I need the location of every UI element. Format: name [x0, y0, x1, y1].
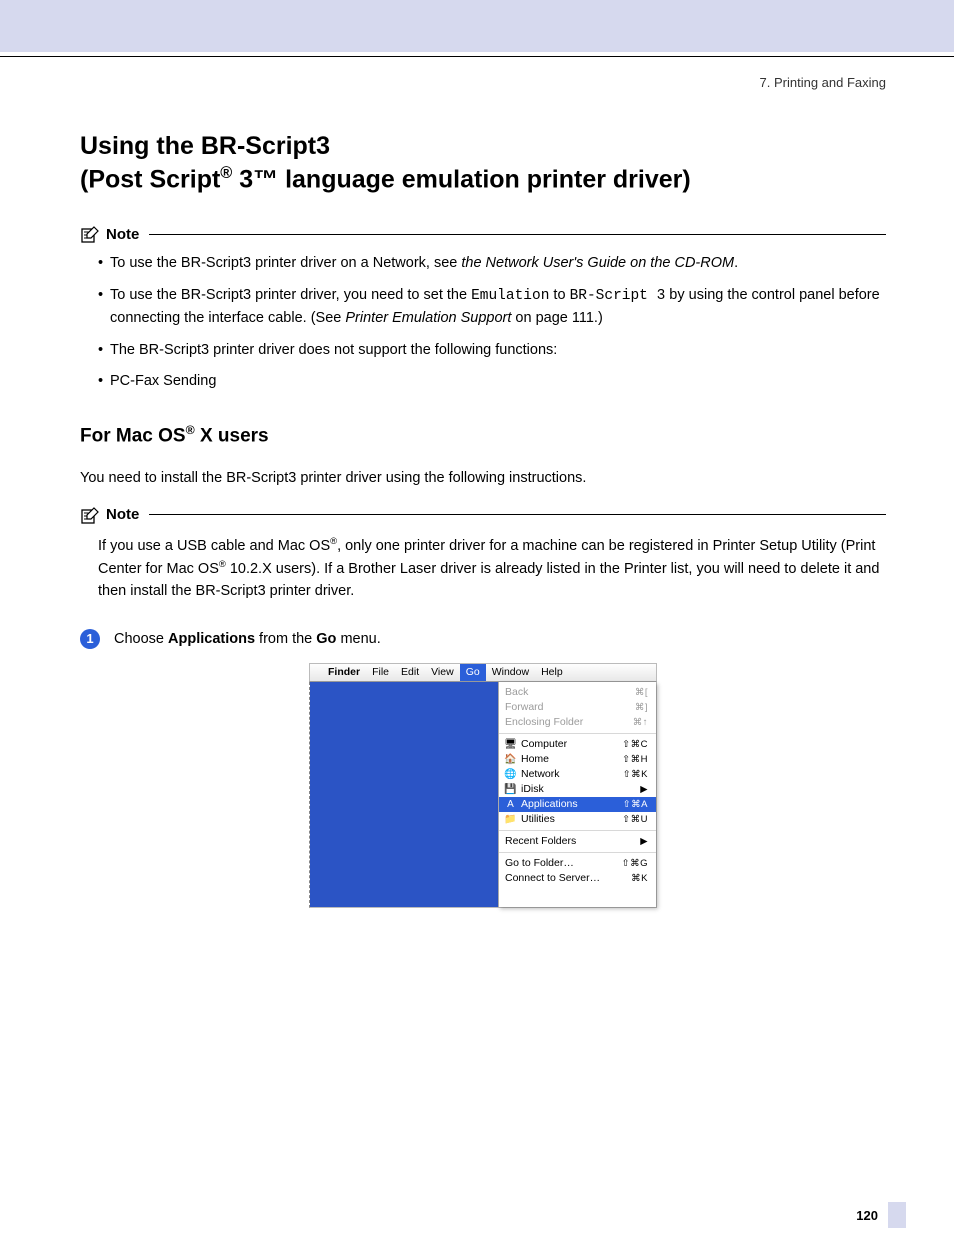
- bullet-4: PC-Fax Sending: [98, 371, 886, 393]
- menu-item-label: Computer: [521, 738, 567, 750]
- bullet-2: To use the BR-Script3 printer driver, yo…: [98, 285, 886, 330]
- step-text: Choose Applications from the Go menu.: [114, 629, 381, 651]
- idisk-icon: 💾: [505, 784, 516, 795]
- side-tab: [888, 1202, 906, 1228]
- menu-separator: [499, 852, 656, 853]
- menubar-file[interactable]: File: [366, 664, 395, 681]
- menu-item-home[interactable]: 🏠 Home ⇧⌘H: [499, 752, 656, 767]
- section-heading: For Mac OS® X users: [80, 423, 886, 447]
- bullet-1: To use the BR-Script3 printer driver on …: [98, 253, 886, 275]
- network-icon: 🌐: [505, 769, 516, 780]
- note-icon: [80, 506, 100, 524]
- menu-separator: [499, 733, 656, 734]
- menubar-view[interactable]: View: [425, 664, 460, 681]
- menubar-help[interactable]: Help: [535, 664, 569, 681]
- utilities-icon: 📁: [505, 814, 516, 825]
- note-body-2: If you use a USB cable and Mac OS®, only…: [80, 534, 886, 603]
- menu-item-recent-folders[interactable]: Recent Folders ▶: [499, 834, 656, 849]
- title-line-2b: 3™ language emulation printer driver): [232, 165, 690, 193]
- registered-mark: ®: [219, 558, 226, 569]
- menu-shortcut: ⇧⌘G: [622, 858, 648, 869]
- menu-item-label: Network: [521, 768, 560, 780]
- registered-mark: ®: [186, 423, 195, 437]
- menu-separator: [499, 830, 656, 831]
- step-1: 1 Choose Applications from the Go menu.: [80, 629, 886, 651]
- menu-shortcut: ⇧⌘H: [622, 754, 648, 765]
- menu-shortcut: ⇧⌘U: [622, 814, 648, 825]
- menubar-window[interactable]: Window: [486, 664, 535, 681]
- menu-shortcut: ▶: [640, 784, 648, 795]
- note-icon: [80, 225, 100, 243]
- menu-item-network[interactable]: 🌐 Network ⇧⌘K: [499, 767, 656, 782]
- menu-item-label: iDisk: [521, 783, 544, 795]
- note-block-2: Note If you use a USB cable and Mac OS®,…: [80, 506, 886, 603]
- page-title: Using the BR-Script3 (Post Script® 3™ la…: [80, 130, 886, 195]
- menubar-go[interactable]: Go: [460, 664, 486, 681]
- note-rule: [149, 234, 886, 235]
- menu-shortcut: ⌘]: [635, 702, 648, 713]
- menu-item-label: Utilities: [521, 813, 555, 825]
- menu-item-idisk[interactable]: 💾 iDisk ▶: [499, 782, 656, 797]
- menubar-finder[interactable]: Finder: [322, 664, 366, 681]
- menu-shortcut: ⌘↑: [633, 717, 648, 728]
- menu-item-label: Connect to Server…: [505, 872, 600, 884]
- menu-shortcut: ⇧⌘A: [623, 799, 648, 810]
- menu-shortcut: ⇧⌘C: [622, 739, 648, 750]
- note-label: Note: [106, 506, 139, 523]
- menu-shortcut: ⇧⌘K: [623, 769, 648, 780]
- page-number: 120: [80, 1208, 886, 1223]
- menu-item-go-to-folder[interactable]: Go to Folder… ⇧⌘G: [499, 856, 656, 871]
- menu-item-computer[interactable]: 🖥 Computer ⇧⌘C: [499, 737, 656, 752]
- menu-item-label: Go to Folder…: [505, 857, 574, 869]
- menu-item-label: Back: [505, 686, 528, 698]
- step-number: 1: [80, 629, 100, 649]
- menu-item-label: Applications: [521, 798, 578, 810]
- menu-item-label: Home: [521, 753, 549, 765]
- menu-item-forward: Forward ⌘]: [499, 700, 656, 715]
- desktop-area: [310, 682, 498, 907]
- menu-item-applications[interactable]: A Applications ⇧⌘A: [499, 797, 656, 812]
- note-rule: [149, 514, 886, 515]
- menu-shortcut: ⌘[: [635, 687, 648, 698]
- home-icon: 🏠: [505, 754, 516, 765]
- applications-icon: A: [505, 799, 516, 810]
- note-list-1: To use the BR-Script3 printer driver on …: [80, 253, 886, 393]
- menu-item-label: Recent Folders: [505, 835, 576, 847]
- menu-item-back: Back ⌘[: [499, 685, 656, 700]
- menu-item-connect-to-server[interactable]: Connect to Server… ⌘K: [499, 871, 656, 886]
- registered-mark: ®: [220, 164, 232, 182]
- menu-item-label: Forward: [505, 701, 544, 713]
- title-line-2a: (Post Script: [80, 165, 220, 193]
- menu-shortcut: ▶: [640, 836, 648, 847]
- menu-item-label: Enclosing Folder: [505, 716, 583, 728]
- menu-item-utilities[interactable]: 📁 Utilities ⇧⌘U: [499, 812, 656, 827]
- menu-shortcut: ⌘K: [631, 873, 648, 884]
- mac-menubar: Finder File Edit View Go Window Help: [309, 663, 657, 682]
- note-label: Note: [106, 226, 139, 243]
- intro-text: You need to install the BR-Script3 print…: [80, 467, 886, 489]
- bullet-3: The BR-Script3 printer driver does not s…: [98, 340, 886, 362]
- header-rule: [0, 56, 954, 57]
- note-block-1: Note To use the BR-Script3 printer drive…: [80, 225, 886, 393]
- menubar-edit[interactable]: Edit: [395, 664, 425, 681]
- computer-icon: 🖥: [505, 739, 516, 750]
- mac-screenshot: Finder File Edit View Go Window Help Bac…: [309, 663, 657, 908]
- menu-item-enclosing-folder: Enclosing Folder ⌘↑: [499, 715, 656, 730]
- header-band: [0, 0, 954, 52]
- title-line-1: Using the BR-Script3: [80, 132, 330, 160]
- go-menu: Back ⌘[ Forward ⌘] Enclosing Folder ⌘↑ 🖥 Comput…: [498, 682, 656, 907]
- breadcrumb: 7. Printing and Faxing: [80, 75, 886, 90]
